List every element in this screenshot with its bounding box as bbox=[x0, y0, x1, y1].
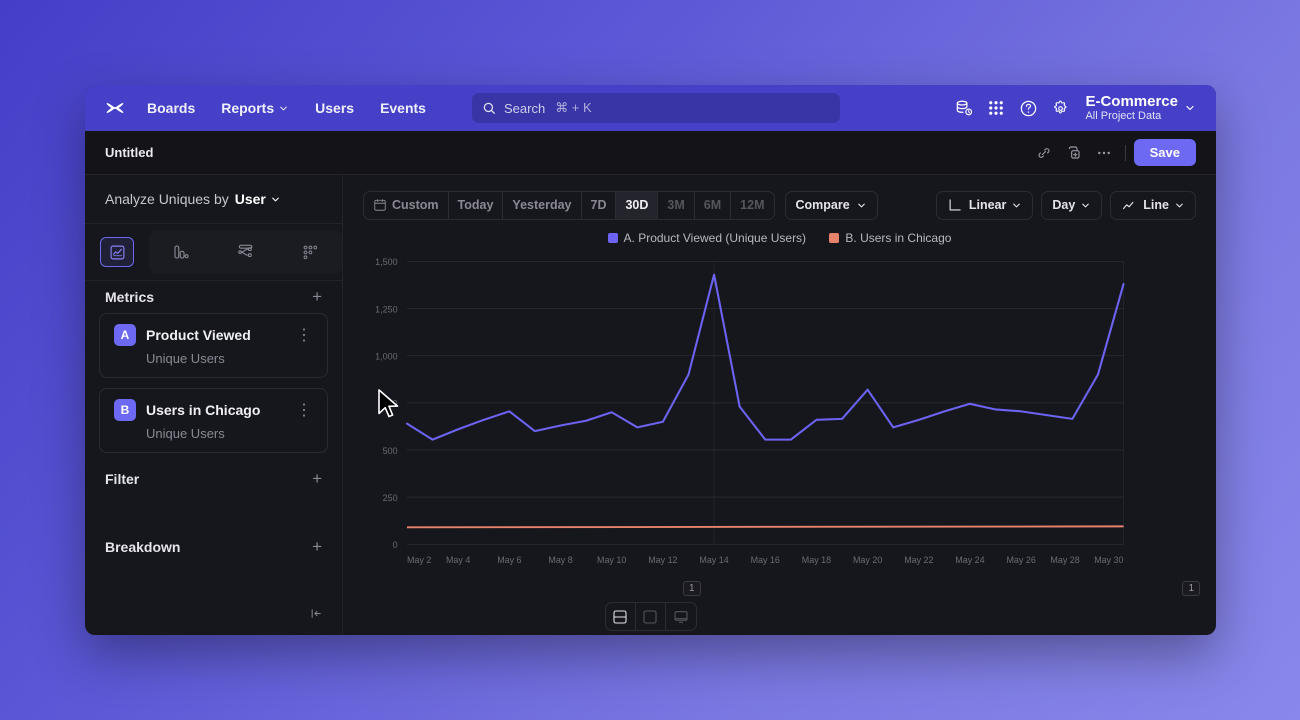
svg-text:May 28: May 28 bbox=[1050, 555, 1079, 565]
svg-text:May 12: May 12 bbox=[648, 555, 677, 565]
svg-text:500: 500 bbox=[383, 446, 398, 456]
svg-text:May 14: May 14 bbox=[699, 555, 728, 565]
svg-text:May 16: May 16 bbox=[751, 555, 780, 565]
svg-text:1,000: 1,000 bbox=[375, 351, 397, 361]
svg-text:May 20: May 20 bbox=[853, 555, 882, 565]
svg-text:May 6: May 6 bbox=[497, 555, 521, 565]
svg-text:May 8: May 8 bbox=[548, 555, 572, 565]
svg-text:250: 250 bbox=[383, 493, 398, 503]
svg-text:May 4: May 4 bbox=[446, 555, 470, 565]
svg-text:May 22: May 22 bbox=[904, 555, 933, 565]
svg-text:1,500: 1,500 bbox=[375, 257, 397, 267]
svg-text:May 2: May 2 bbox=[407, 555, 431, 565]
svg-text:May 26: May 26 bbox=[1006, 555, 1035, 565]
svg-text:0: 0 bbox=[393, 540, 398, 550]
svg-text:May 30: May 30 bbox=[1094, 555, 1123, 565]
svg-text:1,250: 1,250 bbox=[375, 304, 397, 314]
svg-text:May 10: May 10 bbox=[597, 555, 626, 565]
svg-text:May 24: May 24 bbox=[955, 555, 984, 565]
svg-text:May 18: May 18 bbox=[802, 555, 831, 565]
